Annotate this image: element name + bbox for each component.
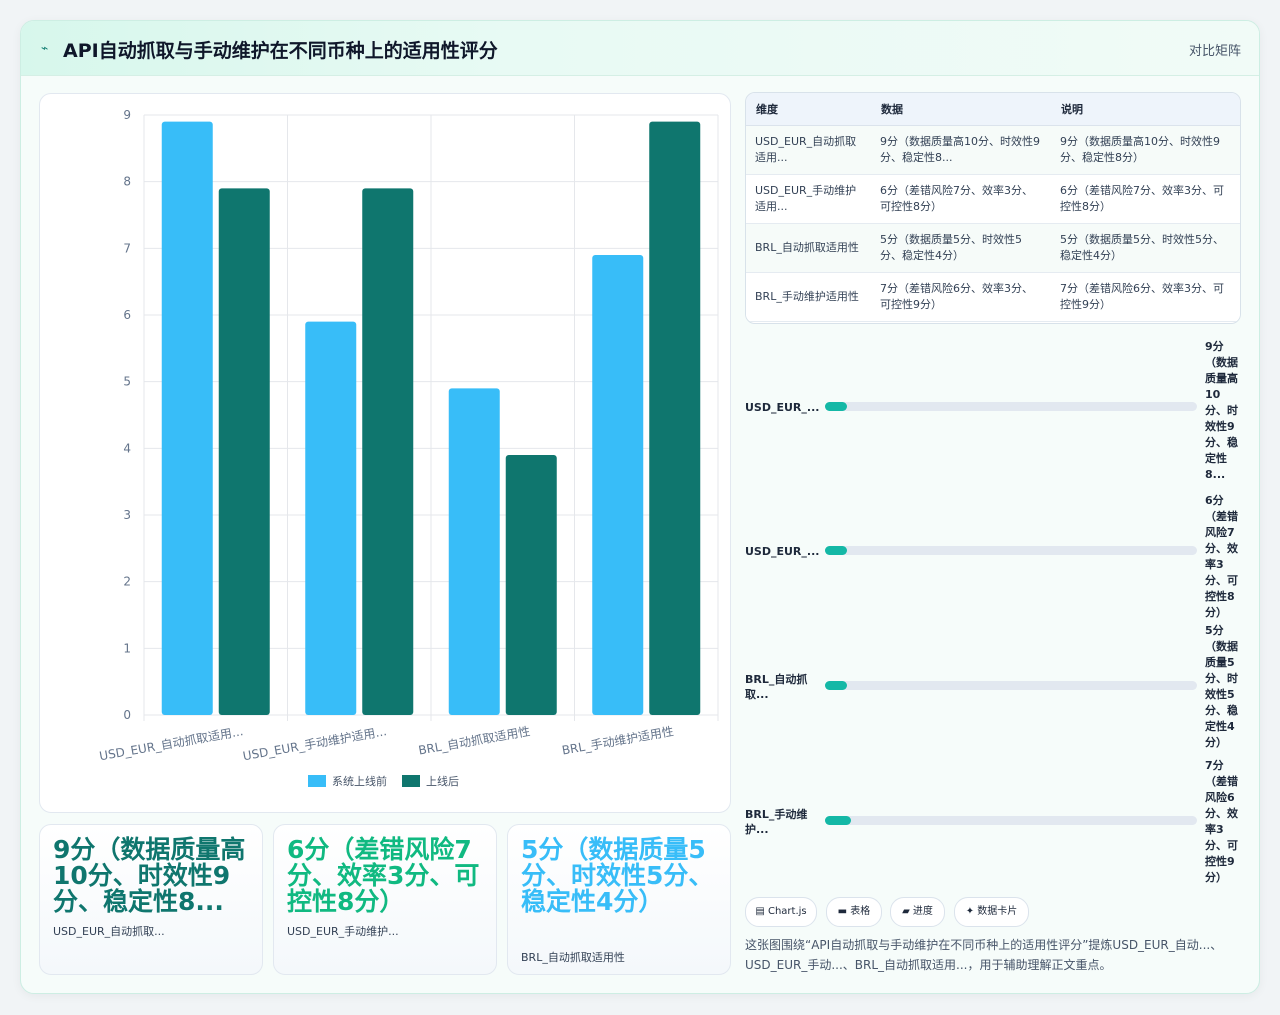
- bar: [592, 255, 644, 715]
- column-header: 说明: [1051, 93, 1240, 126]
- matrix-view-button[interactable]: 对比矩阵: [1188, 44, 1241, 59]
- column-header: 数据: [871, 93, 1051, 126]
- progress-value: 6分（差错风险7分、效率3分、可控性8分）: [1205, 494, 1238, 619]
- legend-swatch: [308, 775, 326, 787]
- table-row: USD_EUR_自动抓取适用... 9分（数据质量高10分、时效性9分、稳定性8…: [746, 125, 1240, 175]
- progress-track: [825, 681, 1197, 690]
- table-row: BRL_手动维护适用性 7分（差错风险6分、效率3分、可控性9分） 7分（差错风…: [746, 272, 1240, 322]
- bar: [505, 455, 557, 715]
- table-cell: USD_EUR_手动维护适用...: [746, 174, 871, 224]
- stat-card-1: 9分（数据质量高10分、时效性9分、稳定性8... USD_EUR_自动抓取..…: [39, 824, 263, 975]
- progress-row-4: BRL_手动维护... 7分（差错风险6分、效率3分、可控性9分）: [745, 758, 1239, 888]
- bar: [218, 188, 270, 715]
- table-cell: 6分（差错风险7分、效率3分、可控性8分）: [1051, 174, 1240, 224]
- progress-value: 7分（差错风险6分、效率3分、可控性9分）: [1205, 759, 1238, 884]
- stat-value-3: 5分（数据质量5分、时效性5分、稳定性4分）: [521, 835, 714, 916]
- chip-chartjs[interactable]: ▤ Chart.js: [745, 897, 817, 927]
- progress-fill: [825, 816, 852, 825]
- y-tick-label: 3: [123, 508, 131, 522]
- progress-value: 5分（数据质量5分、时效性5分、稳定性4分）: [1205, 624, 1238, 749]
- legend-swatch: [402, 775, 420, 787]
- page-title: API自动抓取与手动维护在不同币种上的适用性评分: [63, 40, 498, 62]
- chip-data-card[interactable]: ✦ 数据卡片: [954, 897, 1029, 927]
- table-cell: 5分（数据质量5分、时效性5分、稳定性4分）: [1051, 223, 1240, 273]
- chart-caption: 这张图围绕“API自动抓取与手动维护在不同币种上的适用性评分”提炼USD_EUR…: [745, 938, 1223, 972]
- table-cell: BRL_手动维护适用性: [746, 272, 871, 322]
- progress-label: USD_EUR_...: [745, 545, 820, 558]
- y-tick-label: 5: [123, 375, 131, 389]
- table-cell: 9分（数据质量高10分、时效性9分、稳定性8分）: [1051, 125, 1240, 175]
- progress-fill: [825, 681, 848, 690]
- progress-row-2: USD_EUR_... 6分（差错风险7分、效率3分、可控性8分）: [745, 491, 1239, 619]
- data-table: 维度 数据 说明 USD_EUR_自动抓取适用... 9分（数据质量高10分、时…: [746, 93, 1240, 322]
- stat-card-2: 6分（差错风险7分、效率3分、可控性8分） USD_EUR_手动维护...: [273, 824, 497, 975]
- x-tick-label: BRL_手动维护适用性: [561, 724, 675, 757]
- table-cell: 7分（差错风险6分、效率3分、可控性9分）: [1051, 272, 1240, 322]
- progress-track: [825, 402, 1197, 411]
- legend-label: 系统上线前: [332, 774, 387, 788]
- table-row: BRL_自动抓取适用性 5分（数据质量5分、时效性5分、稳定性4分） 5分（数据…: [746, 223, 1240, 273]
- y-tick-label: 1: [123, 641, 131, 655]
- stat-label-3: BRL_自动抓取适用性: [521, 951, 625, 964]
- header: ⌁ API自动抓取与手动维护在不同币种上的适用性评分 对比矩阵: [21, 21, 1259, 76]
- progress-fill: [825, 402, 848, 411]
- progress-label: BRL_手动维护...: [745, 808, 808, 836]
- y-tick-label: 6: [123, 308, 131, 322]
- progress-label: USD_EUR_...: [745, 401, 820, 414]
- bar: [362, 188, 414, 715]
- chip-progress[interactable]: ▰ 进度: [890, 897, 945, 927]
- column-header: 维度: [746, 93, 871, 126]
- table-header-row: 维度 数据 说明: [746, 93, 1240, 126]
- stat-value-1: 9分（数据质量高10分、时效性9分、稳定性8...: [53, 835, 246, 916]
- table-cell: 7分（差错风险6分、效率3分、可控性9分）: [871, 272, 1051, 322]
- bar: [161, 121, 213, 715]
- table-cell: 5分（数据质量5分、时效性5分、稳定性4分）: [871, 223, 1051, 273]
- data-table-card: 维度 数据 说明 USD_EUR_自动抓取适用... 9分（数据质量高10分、时…: [745, 92, 1241, 324]
- x-tick-label: BRL_自动抓取适用性: [417, 724, 531, 757]
- progress-track: [825, 816, 1197, 825]
- y-tick-label: 8: [123, 175, 131, 189]
- bar: [448, 388, 500, 715]
- chip-table[interactable]: ▬ 表格: [826, 897, 882, 927]
- bar: [649, 121, 701, 715]
- progress-track: [825, 546, 1197, 555]
- bar: [305, 321, 357, 715]
- y-tick-label: 2: [123, 575, 131, 589]
- progress-row-3: BRL_自动抓取... 5分（数据质量5分、时效性5分、稳定性4分）: [745, 623, 1239, 753]
- bar-chart: 0 1 2 3 4 5 6 7 8 9 USD_EUR_自动抓取适用...USD_EUR_手动维护适…: [98, 108, 719, 788]
- progress-label: BRL_自动抓取...: [745, 673, 808, 701]
- progress-fill: [825, 546, 848, 555]
- y-tick-label: 4: [123, 441, 131, 455]
- y-tick-label: 9: [123, 108, 131, 122]
- stat-label-1: USD_EUR_自动抓取...: [53, 925, 165, 938]
- table-cell: USD_EUR_自动抓取适用...: [746, 125, 871, 175]
- y-tick-label: 7: [123, 241, 131, 255]
- stat-value-2: 6分（差错风险7分、效率3分、可控性8分）: [287, 835, 480, 916]
- progress-value: 9分（数据质量高10分、时效性9分、稳定性8...: [1205, 340, 1238, 481]
- x-tick-label: USD_EUR_自动抓取适用...: [98, 724, 244, 763]
- bar-chart-card: 0 1 2 3 4 5 6 7 8 9 USD_EUR_自动抓取适用... USD_EUR_手动维护适…: [39, 93, 731, 813]
- table-cell: 6分（差错风险7分、效率3分、可控性8分）: [871, 174, 1051, 224]
- x-tick-label: USD_EUR_手动维护适用...: [242, 724, 388, 763]
- stat-card-3: 5分（数据质量5分、时效性5分、稳定性4分） BRL_自动抓取适用性: [507, 824, 731, 975]
- stat-label-2: USD_EUR_手动维护...: [287, 925, 399, 938]
- table-cell: BRL_自动抓取适用性: [746, 223, 871, 273]
- trend-icon: ⌁: [41, 41, 49, 55]
- legend-label: 上线后: [426, 774, 459, 788]
- table-cell: 9分（数据质量高10分、时效性9分、稳定性8...: [871, 125, 1051, 175]
- table-row: USD_EUR_手动维护适用... 6分（差错风险7分、效率3分、可控性8分） …: [746, 174, 1240, 224]
- progress-row-1: USD_EUR_... 9分（数据质量高10分、时效性9分、稳定性8...: [745, 339, 1239, 485]
- y-tick-label: 0: [123, 708, 131, 722]
- main-panel: ⌁ API自动抓取与手动维护在不同币种上的适用性评分 对比矩阵 0 1 2 3 4 5 6 7…: [20, 20, 1260, 994]
